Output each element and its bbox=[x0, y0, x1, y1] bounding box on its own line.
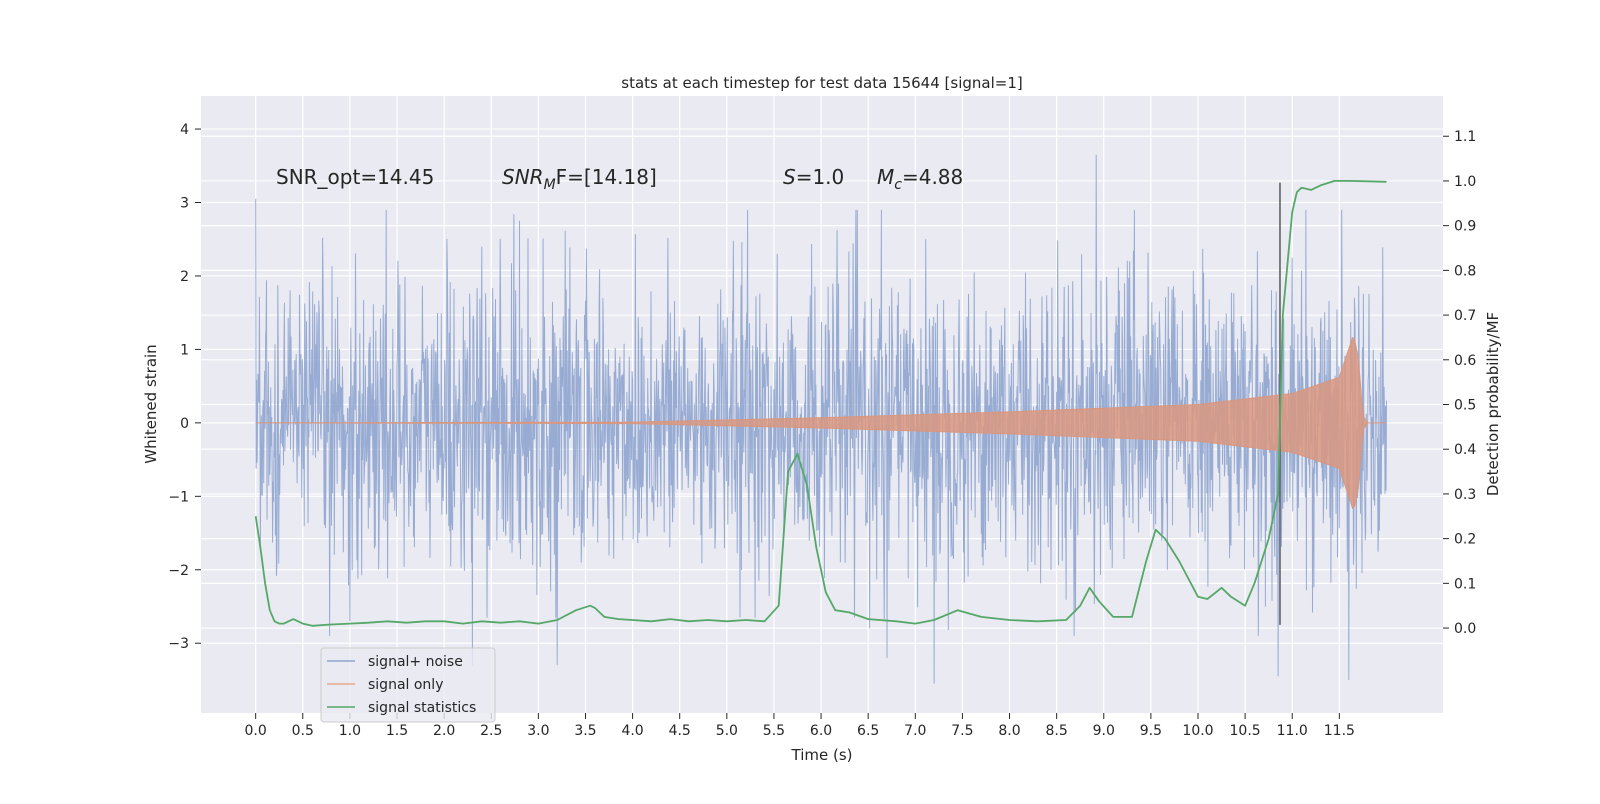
y-right-tick-label: 1.1 bbox=[1454, 129, 1476, 145]
annotation-mc: Mc=4.88 bbox=[877, 165, 963, 193]
y-left-tick-label: 3 bbox=[180, 196, 189, 212]
legend-label-signal-statistics: signal statistics bbox=[368, 700, 476, 716]
x-tick-label: 6.5 bbox=[857, 723, 879, 739]
y-axis-right-title: Detection probability/MF bbox=[1484, 312, 1502, 496]
y-right-tick-label: 0.2 bbox=[1454, 532, 1476, 548]
annotation-snr-mf: SNRMF=[14.18] bbox=[502, 165, 657, 193]
x-tick-label: 7.5 bbox=[951, 723, 973, 739]
y-right-tick-label: 0.1 bbox=[1454, 576, 1476, 592]
y-left-tick-label: 2 bbox=[180, 269, 189, 285]
x-tick-label: 2.5 bbox=[480, 723, 502, 739]
x-tick-label: 10.0 bbox=[1182, 723, 1213, 739]
y-left-tick-label: −1 bbox=[168, 489, 189, 505]
y-right-tick-label: 0.4 bbox=[1454, 442, 1476, 458]
legend-label-signal-only: signal only bbox=[368, 677, 443, 693]
x-tick-label: 9.0 bbox=[1093, 723, 1115, 739]
y-right-tick-label: 0.9 bbox=[1454, 219, 1476, 235]
annotation-snr-mf-value: F=[14.18] bbox=[556, 165, 657, 189]
x-tick-label: 10.5 bbox=[1230, 723, 1261, 739]
series-line-signal-noise bbox=[255, 154, 1387, 684]
y-right-tick-label: 1.0 bbox=[1454, 174, 1476, 190]
legend-label-signal-noise: signal+ noise bbox=[368, 654, 463, 670]
annotation-snr-mf-subscript: M bbox=[544, 177, 556, 193]
annotation-snr-opt: SNR_opt=14.45 bbox=[276, 165, 434, 189]
chart-title: stats at each timestep for test data 156… bbox=[621, 74, 1022, 92]
axes: 0.0 0.5 1.0 1.5 2.0 2.5 3.0 3.5 4.0 4.5 5.0 5.5 6.0 6… bbox=[168, 122, 1476, 739]
x-axis-title: Time (s) bbox=[791, 746, 853, 764]
x-tick-label: 0.0 bbox=[245, 723, 267, 739]
x-tick-label: 3.5 bbox=[574, 723, 596, 739]
x-tick-label: 3.0 bbox=[527, 723, 549, 739]
annotation-mc-value: =4.88 bbox=[902, 165, 963, 189]
x-tick-label: 5.0 bbox=[716, 723, 738, 739]
y-right-tick-label: 0.7 bbox=[1454, 308, 1476, 324]
y-right-tick-label: 0.0 bbox=[1454, 621, 1476, 637]
y-left-tick-label: 0 bbox=[180, 416, 189, 432]
x-tick-label: 9.5 bbox=[1140, 723, 1162, 739]
legend: signal+ noise signal only signal statist… bbox=[320, 647, 496, 723]
x-tick-label: 0.5 bbox=[292, 723, 314, 739]
x-tick-label: 4.0 bbox=[621, 723, 643, 739]
y-left-tick-label: 1 bbox=[180, 342, 189, 358]
x-tick-label: 8.5 bbox=[1046, 723, 1068, 739]
y-right-tick-label: 0.8 bbox=[1454, 263, 1476, 279]
y-left-tick-label: 4 bbox=[180, 122, 189, 138]
annotation-mc-subscript: c bbox=[894, 177, 902, 193]
legend-box bbox=[320, 647, 496, 723]
y-left-tick-label: −3 bbox=[168, 636, 189, 652]
annotation-s: S=1.0 bbox=[783, 165, 844, 189]
y-right-tick-label: 0.6 bbox=[1454, 353, 1476, 369]
y-axis-left-title: Whitened strain bbox=[142, 344, 160, 463]
x-tick-label: 11.5 bbox=[1324, 723, 1355, 739]
series-layer bbox=[254, 154, 1387, 684]
y-left-tick-label: −2 bbox=[168, 563, 189, 579]
series-area-signal-only bbox=[255, 336, 1387, 510]
annotation-s-symbol: S bbox=[783, 165, 796, 189]
y-right-tick-label: 0.5 bbox=[1454, 398, 1476, 414]
series-line-signal-statistics bbox=[254, 179, 1387, 627]
x-tick-label: 7.0 bbox=[904, 723, 926, 739]
annotation-mc-symbol: M bbox=[877, 165, 894, 189]
annotation-s-value: =1.0 bbox=[796, 165, 845, 189]
x-tick-label: 6.0 bbox=[810, 723, 832, 739]
x-tick-label: 11.0 bbox=[1277, 723, 1308, 739]
annotation-snr-mf-symbol: SNR bbox=[502, 165, 544, 189]
y-right-tick-label: 0.3 bbox=[1454, 487, 1476, 503]
x-tick-label: 5.5 bbox=[763, 723, 785, 739]
x-tick-label: 8.0 bbox=[998, 723, 1020, 739]
x-tick-label: 1.0 bbox=[339, 723, 361, 739]
x-tick-label: 1.5 bbox=[386, 723, 408, 739]
x-tick-label: 2.0 bbox=[433, 723, 455, 739]
x-tick-label: 4.5 bbox=[669, 723, 691, 739]
